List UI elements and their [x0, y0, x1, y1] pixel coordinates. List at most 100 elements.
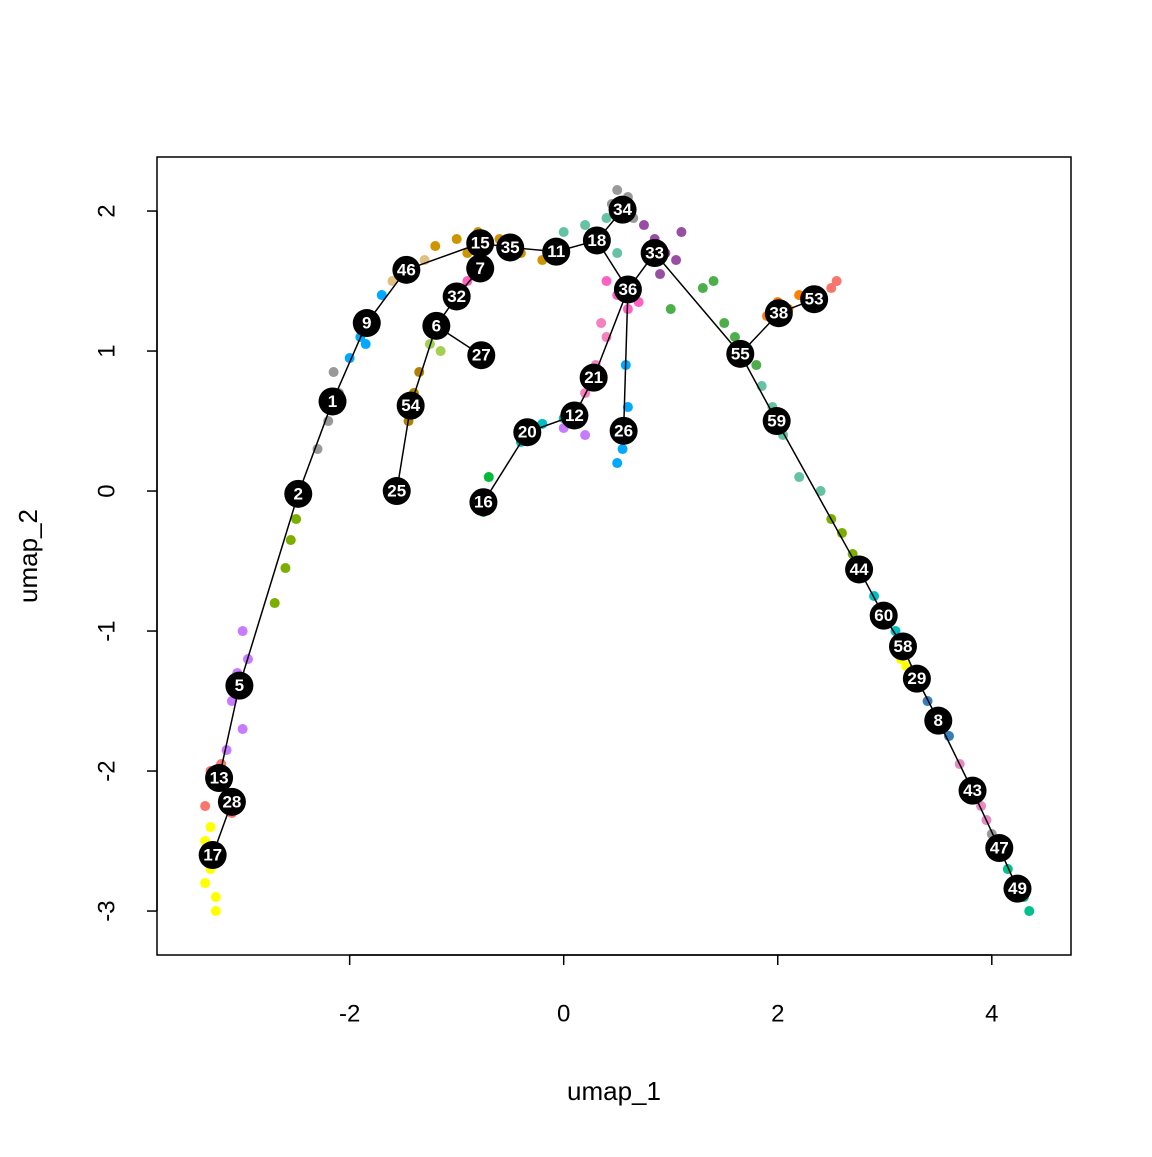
- node-label: 12: [565, 406, 584, 425]
- trajectory-node: [422, 311, 451, 340]
- node-label: 53: [805, 290, 824, 309]
- node-label: 35: [501, 238, 520, 257]
- trajectory-edge: [654, 252, 741, 355]
- cell-point: [210, 906, 221, 917]
- node-label: 18: [587, 231, 606, 250]
- cell-point: [1024, 906, 1035, 917]
- node-label: 9: [362, 314, 371, 333]
- x-tick-label: 0: [557, 1000, 570, 1027]
- cell-point: [435, 346, 446, 357]
- trajectory-edge: [776, 420, 860, 570]
- cell-point: [558, 227, 569, 238]
- cell-point: [269, 598, 280, 609]
- node-label: 8: [934, 711, 943, 730]
- node-label: 6: [432, 316, 441, 335]
- node-label: 55: [731, 344, 750, 363]
- cell-point: [360, 339, 371, 350]
- cell-point: [237, 626, 248, 637]
- cell-point: [580, 220, 591, 231]
- cell-point: [205, 822, 216, 833]
- cell-point: [462, 276, 473, 287]
- trajectory-node: [582, 226, 611, 255]
- node-label: 20: [518, 423, 537, 442]
- trajectory-node: [205, 764, 234, 793]
- trajectory-node: [217, 787, 246, 816]
- cell-point: [601, 213, 612, 224]
- node-label: 54: [401, 396, 420, 415]
- trajectory-node: [579, 363, 608, 392]
- node-label: 27: [472, 346, 491, 365]
- node-label: 58: [894, 637, 913, 656]
- cell-point: [815, 486, 826, 497]
- trajectory-node: [496, 233, 525, 262]
- node-label: 5: [235, 676, 244, 695]
- cell-point: [612, 458, 623, 469]
- cell-point: [638, 220, 649, 231]
- trajectory-edge: [331, 322, 368, 402]
- y-axis-title: umap_2: [13, 509, 43, 603]
- trajectory-node: [1003, 874, 1032, 903]
- node-label: 46: [397, 260, 416, 279]
- cell-point: [451, 234, 462, 245]
- cell-point: [328, 367, 339, 378]
- node-label: 2: [294, 484, 303, 503]
- node-label: 49: [1008, 879, 1027, 898]
- cell-point: [376, 290, 387, 301]
- trajectory-edge: [218, 685, 241, 779]
- node-label: 59: [767, 412, 786, 431]
- cell-point: [719, 318, 730, 329]
- trajectory-node: [764, 299, 793, 328]
- trajectory-node: [902, 664, 931, 693]
- cell-point: [280, 563, 291, 574]
- plot-frame: [156, 156, 1072, 956]
- edges: [211, 209, 1019, 889]
- node-label: 44: [850, 560, 869, 579]
- node-label: 47: [990, 839, 1009, 858]
- x-axis-title: umap_1: [567, 1076, 661, 1106]
- cell-point: [580, 430, 591, 441]
- x-tick-label: 2: [771, 1000, 784, 1027]
- trajectory-node: [198, 841, 227, 870]
- node-label: 15: [471, 234, 490, 253]
- trajectory-node: [800, 285, 829, 314]
- cell-point: [729, 332, 740, 343]
- y-tick-label: -2: [93, 760, 120, 781]
- node-label: 34: [613, 200, 632, 219]
- node-label: 38: [769, 304, 788, 323]
- node-label: 25: [387, 482, 406, 501]
- trajectory-node: [762, 407, 791, 436]
- node-label: 17: [203, 846, 222, 865]
- trajectory-node: [466, 229, 495, 258]
- trajectory-edge: [592, 289, 629, 378]
- x-tick-label: 4: [985, 1000, 998, 1027]
- node-label: 28: [222, 792, 241, 811]
- cell-point: [622, 402, 633, 413]
- cell-point: [676, 227, 687, 238]
- cell-point: [708, 276, 719, 287]
- node-label: 1: [328, 392, 337, 411]
- cell-point: [291, 514, 302, 525]
- trajectory-node: [958, 776, 987, 805]
- node-label: 26: [614, 421, 633, 440]
- node-label: 32: [447, 287, 466, 306]
- node-label: 11: [547, 242, 565, 261]
- cell-point: [697, 283, 708, 294]
- cell-point: [601, 276, 612, 287]
- cell-point: [387, 276, 398, 287]
- cell-point: [665, 304, 676, 315]
- trajectory-node: [542, 237, 571, 266]
- trajectory-node: [608, 195, 637, 224]
- cell-point: [210, 892, 221, 903]
- trajectory-node: [888, 632, 917, 661]
- trajectory-node: [352, 309, 381, 338]
- cell-point: [655, 269, 666, 280]
- y-tick-label: 1: [93, 344, 120, 357]
- cell-point: [617, 444, 628, 455]
- cell-point: [430, 241, 441, 252]
- trajectory-node: [466, 254, 495, 283]
- trajectory-node: [469, 488, 498, 517]
- y-tick-label: -1: [93, 620, 120, 641]
